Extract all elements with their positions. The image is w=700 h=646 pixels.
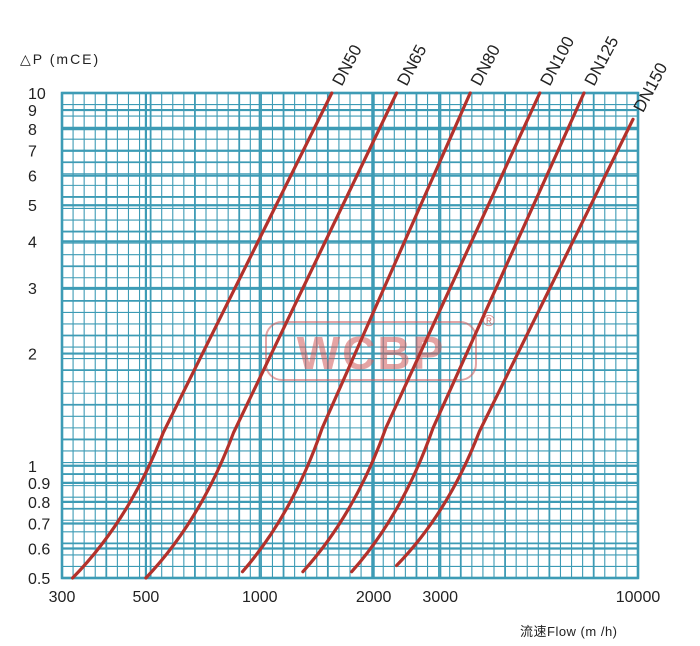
y-tick-labels: 0.5 0.6 0.7 0.8 0.91 2 3 4 5 6 7 8 910: [28, 86, 50, 588]
y-tick-label: 7: [28, 144, 37, 161]
series-curve-dn100: [301, 91, 542, 574]
x-tick-label: 10000: [616, 589, 661, 606]
x-tick-label: 2000: [356, 589, 392, 606]
x-tick-label: 300: [49, 589, 76, 606]
watermark: WCBP ®: [265, 313, 495, 381]
series-label-dn150: DN150: [630, 60, 672, 116]
series-curves: [71, 91, 635, 580]
x-axis-title: 流速Flow (m /h): [520, 624, 618, 639]
x-tick-labels: 300 500 1000 2000 3000 10000: [49, 589, 661, 606]
y-tick-label: 8: [28, 122, 37, 139]
series-curve-dn80: [240, 91, 472, 574]
grid: [60, 91, 640, 580]
series-curve-dn50: [71, 91, 334, 580]
y-tick-label: 0.5: [28, 571, 50, 588]
x-tick-label: 500: [133, 589, 160, 606]
watermark-registered-mark: ®: [483, 313, 495, 330]
x-tick-label: 1000: [242, 589, 278, 606]
series-curve-dn150: [395, 117, 635, 568]
watermark-text: WCBP: [297, 327, 446, 379]
y-axis-title: △P (mCE): [20, 51, 100, 67]
series-label-dn100: DN100: [537, 33, 579, 89]
series-curve-dn125: [350, 91, 586, 574]
watermark-frame: [265, 321, 477, 381]
y-tick-label: 3: [28, 281, 37, 298]
y-tick-label: 5: [28, 198, 37, 215]
series-label-dn65: DN65: [393, 42, 430, 89]
y-tick-label: 2: [28, 347, 37, 364]
y-tick-label: 0.9: [28, 476, 50, 493]
y-tick-label: 0.8: [28, 495, 50, 512]
y-tick-label: 4: [28, 234, 37, 251]
series-label-dn50: DN50: [329, 42, 366, 89]
plot-border: [60, 91, 640, 580]
y-tick-label: 6: [28, 169, 37, 186]
y-tick-label: 0.7: [28, 517, 50, 534]
y-tick-label: 9: [28, 103, 37, 120]
series-label-dn80: DN80: [467, 42, 504, 89]
series-label-dn125: DN125: [581, 33, 623, 89]
x-tick-label: 3000: [422, 589, 458, 606]
y-tick-label: 0.6: [28, 541, 50, 558]
y-tick-label: 10: [28, 86, 46, 103]
series-curve-dn65: [144, 91, 399, 580]
y-tick-label: 1: [28, 459, 37, 476]
